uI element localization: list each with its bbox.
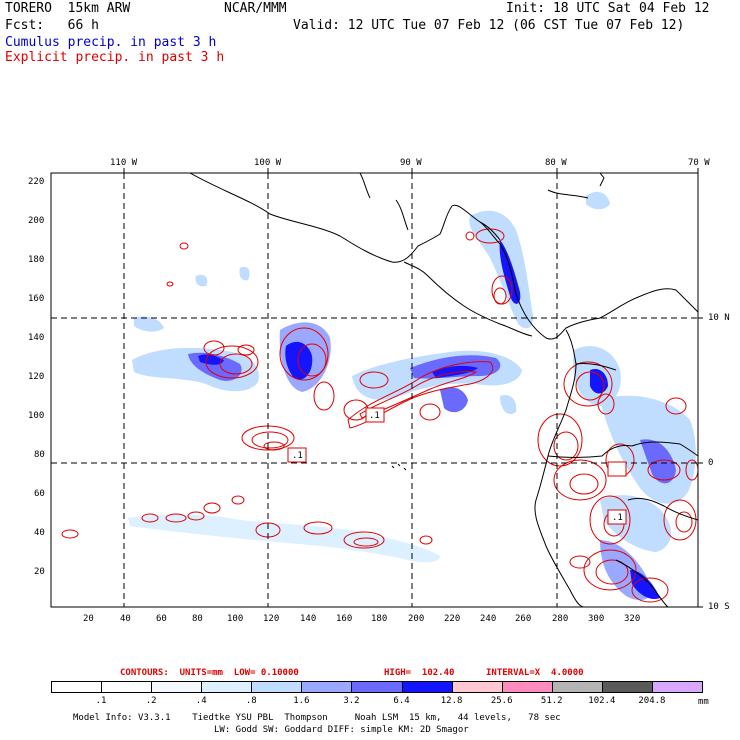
colorbar-swatch <box>451 681 503 693</box>
x-tick: 180 <box>371 614 388 624</box>
lat-label: 10 N <box>708 313 730 323</box>
legend-explicit: Explicit precip. in past 3 h <box>5 50 225 65</box>
y-tick: 60 <box>34 489 45 499</box>
x-tick: 80 <box>192 614 203 624</box>
colorbar-label: 1.6 <box>293 696 310 706</box>
y-tick: 100 <box>28 411 45 421</box>
y-tick: 200 <box>28 216 45 226</box>
colorbar-unit: mm <box>698 697 709 707</box>
colorbar-label: 204.8 <box>638 696 666 706</box>
x-tick: 300 <box>588 614 605 624</box>
axis-ticks <box>123 168 703 608</box>
colorbar-label: .4 <box>195 696 207 706</box>
colorbar-swatch <box>51 681 103 693</box>
colorbar-label: 102.4 <box>588 696 616 706</box>
colorbar-swatch <box>601 681 653 693</box>
y-tick: 220 <box>28 177 45 187</box>
x-tick: 100 <box>227 614 244 624</box>
y-tick: 180 <box>28 255 45 265</box>
coastline-borders <box>189 173 698 607</box>
organization-label: NCAR/MMM <box>224 1 287 16</box>
map-frame <box>50 172 699 608</box>
y-tick: 160 <box>28 294 45 304</box>
colorbar-swatch <box>301 681 353 693</box>
colorbar-label: .2 <box>145 696 157 706</box>
colorbar-swatch <box>151 681 203 693</box>
valid-time: Valid: 12 UTC Tue 07 Feb 12 (06 CST Tue … <box>293 18 685 33</box>
x-tick: 120 <box>263 614 280 624</box>
lat-label: 10 S <box>708 602 730 612</box>
contour-interval: INTERVAL=X 4.0000 <box>486 668 584 678</box>
physics-info: LW: Godd SW: Goddard DIFF: simple KM: 2D… <box>214 725 469 735</box>
cumulus-precip-areas <box>128 191 696 600</box>
colorbar-swatch <box>251 681 303 693</box>
lon-label: 70 W <box>688 158 710 168</box>
min-marker-label: .1 <box>292 451 303 461</box>
colorbar-swatch <box>101 681 153 693</box>
colorbar-swatch <box>351 681 403 693</box>
contour-high: HIGH= 102.40 <box>384 668 455 678</box>
x-tick: 240 <box>480 614 497 624</box>
x-tick: 220 <box>444 614 461 624</box>
init-time: Init: 18 UTC Sat 04 Feb 12 <box>506 1 710 16</box>
x-tick: 200 <box>408 614 425 624</box>
y-tick: 40 <box>34 528 45 538</box>
colorbar-swatch <box>651 681 703 693</box>
y-tick: 80 <box>34 450 45 460</box>
lon-label: 90 W <box>400 158 422 168</box>
colorbar-swatch <box>501 681 553 693</box>
contour-units: CONTOURS: UNITS=mm LOW= 0.10000 <box>120 668 299 678</box>
colorbar-swatch <box>201 681 253 693</box>
x-tick: 140 <box>300 614 317 624</box>
min-marker-label: .1 <box>369 411 380 421</box>
colorbar-label: 25.6 <box>490 696 513 706</box>
x-tick: 160 <box>336 614 353 624</box>
x-tick: 20 <box>83 614 94 624</box>
x-tick: 280 <box>552 614 569 624</box>
colorbar-label: .8 <box>245 696 257 706</box>
y-tick: 20 <box>34 567 45 577</box>
lon-label: 110 W <box>110 158 138 168</box>
forecast-hour: Fcst: 66 h <box>5 18 99 33</box>
lon-label: 80 W <box>545 158 567 168</box>
min-markers <box>287 407 627 525</box>
colorbar-swatch <box>551 681 603 693</box>
colorbar-label: 6.4 <box>393 696 410 706</box>
x-tick: 60 <box>156 614 167 624</box>
legend-cumulus: Cumulus precip. in past 3 h <box>5 35 217 50</box>
x-tick: 40 <box>120 614 131 624</box>
latlon-grid <box>51 173 698 607</box>
min-marker-label: .1 <box>612 513 623 523</box>
y-tick: 140 <box>28 333 45 343</box>
lon-label: 100 W <box>254 158 282 168</box>
colorbar-swatch <box>401 681 453 693</box>
model-info: Model Info: V3.3.1 Tiedtke YSU PBL Thomp… <box>73 713 561 723</box>
x-tick: 260 <box>515 614 532 624</box>
model-title: TORERO 15km ARW <box>5 1 131 16</box>
colorbar-label: 3.2 <box>343 696 360 706</box>
lat-label: 0 <box>708 458 714 468</box>
explicit-precip-contours <box>61 228 698 603</box>
colorbar-label: .1 <box>95 696 107 706</box>
y-tick: 120 <box>28 372 45 382</box>
colorbar-label: 12.8 <box>440 696 463 706</box>
x-tick: 320 <box>624 614 641 624</box>
colorbar-label: 51.2 <box>540 696 563 706</box>
